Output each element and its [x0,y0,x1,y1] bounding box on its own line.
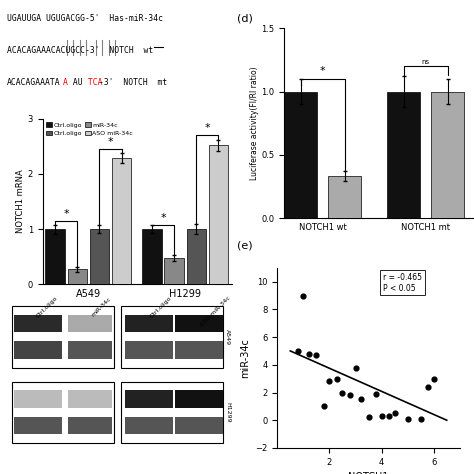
Text: (e): (e) [237,241,253,251]
Text: *: * [205,123,210,134]
Bar [142,229,162,284]
Point [391,410,398,417]
Point [357,396,365,403]
Point [385,412,393,420]
Bar [14,391,62,408]
Bar [11,382,114,443]
Text: ASO miR-34c: ASO miR-34c [199,296,232,328]
Bar [175,341,223,359]
Text: H1299: H1299 [226,402,230,423]
Text: ACACAGAAATA: ACACAGAAATA [7,78,61,87]
Bar [125,417,173,434]
Point [404,415,411,423]
Bar [175,315,223,332]
Bar [14,341,62,359]
Bar [328,176,361,218]
Bar [121,306,223,367]
Point [417,415,424,423]
Bar [121,382,223,443]
X-axis label: NOTCH1: NOTCH1 [348,472,389,474]
Point [333,375,341,383]
Bar [11,306,114,367]
Point [305,350,312,357]
Point [352,364,359,371]
Text: TCA: TCA [83,78,103,87]
Text: UGAUUGA UGUGACGG-5'  Has-miR-34c: UGAUUGA UGUGACGG-5' Has-miR-34c [7,14,163,23]
Bar [46,229,65,284]
Bar [68,341,112,359]
Bar [175,417,223,434]
Text: Ctrl.oligo: Ctrl.oligo [149,296,173,319]
Bar [68,315,112,332]
Legend: Ctrl.oligo, Ctrl.oligo, miR-34c, ASO miR-34c: Ctrl.oligo, Ctrl.oligo, miR-34c, ASO miR… [46,122,134,137]
Text: *: * [320,66,326,76]
Y-axis label: miR-34c: miR-34c [240,338,250,378]
Text: miR-34c: miR-34c [90,296,112,317]
Bar [68,417,112,434]
Bar [68,391,112,408]
Bar [125,391,173,408]
Text: AU: AU [68,78,83,87]
Bar [164,258,184,284]
Point [300,292,307,299]
Point [294,347,302,355]
Bar [125,315,173,332]
Point [373,390,380,398]
Y-axis label: Luciferase activity(FI/RI ratio): Luciferase activity(FI/RI ratio) [250,66,259,180]
Bar [209,145,228,284]
Bar [90,229,109,284]
Point [338,389,346,396]
Bar [431,91,465,218]
Bar [68,269,87,284]
Point [378,412,385,420]
Text: *: * [64,209,69,219]
Text: (d): (d) [237,13,253,23]
Text: Ctrl.oligo: Ctrl.oligo [36,296,59,319]
Text: A: A [63,78,68,87]
Text: ACACAGAAACACUGCC-3'  NOTCH  wt: ACACAGAAACACUGCC-3' NOTCH wt [7,46,153,55]
Point [365,414,372,421]
Text: *: * [108,137,113,147]
Point [326,378,333,385]
Point [320,402,328,410]
Text: -3'  NOTCH  mt: -3' NOTCH mt [99,78,167,87]
Bar [284,91,318,218]
Bar [14,315,62,332]
Bar [187,229,206,284]
Text: ns: ns [422,59,430,65]
Point [430,375,438,383]
Point [346,392,354,399]
Text: r = -0.465
P < 0.05: r = -0.465 P < 0.05 [383,273,422,292]
Text: *: * [160,213,166,223]
Y-axis label: NOTCH1 mRNA: NOTCH1 mRNA [16,170,25,233]
Bar [175,391,223,408]
Point [312,351,320,359]
Bar [125,341,173,359]
Point [425,383,432,391]
Bar [14,417,62,434]
Bar [387,91,420,218]
Bar [112,158,131,284]
Text: A549: A549 [226,329,230,345]
